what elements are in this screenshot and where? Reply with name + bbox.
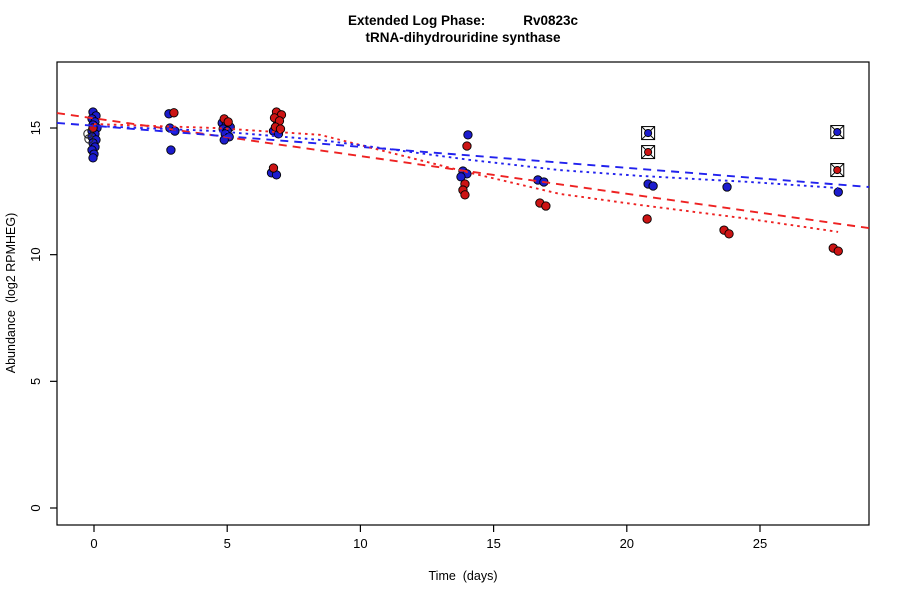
plot-title-left: Extended Log Phase: xyxy=(347,13,486,28)
data-point-red xyxy=(833,246,843,256)
flagged-point-blue xyxy=(833,128,842,137)
trend-line-red-dashed-fit xyxy=(56,112,870,230)
data-point-blue xyxy=(463,130,473,140)
x-tick-label: 15 xyxy=(486,536,500,551)
flagged-point-red xyxy=(833,166,842,175)
data-point-red xyxy=(642,214,652,224)
data-point-red xyxy=(268,163,279,173)
x-tick-label: 25 xyxy=(753,536,767,551)
open-point xyxy=(83,129,93,139)
flagged-point-red xyxy=(644,148,653,157)
data-point-blue xyxy=(833,187,843,197)
y-tick-label: 10 xyxy=(28,247,43,261)
data-point-blue xyxy=(648,181,658,191)
data-point-blue xyxy=(722,182,732,192)
data-point-red xyxy=(541,201,551,211)
open-point xyxy=(84,134,94,144)
data-point-blue xyxy=(166,145,176,155)
x-tick-label: 5 xyxy=(224,536,231,551)
data-point-red xyxy=(460,190,470,200)
flagged-point-blue xyxy=(644,129,653,138)
x-tick-label: 20 xyxy=(620,536,634,551)
x-axis-label: Time (days) xyxy=(428,569,498,583)
data-point-red xyxy=(169,108,179,118)
plot-title-gene: Rv0823c xyxy=(523,13,579,28)
trend-line-blue-dashed-fit xyxy=(56,121,870,188)
y-tick-label: 5 xyxy=(28,378,43,385)
data-point-red xyxy=(223,117,233,127)
data-point-red xyxy=(275,124,286,134)
plot-subtitle: tRNA-dihydrouridine synthase xyxy=(365,30,561,45)
y-tick-label: 0 xyxy=(28,504,43,511)
data-point-red xyxy=(724,229,734,239)
data-point-blue xyxy=(456,172,466,182)
y-tick-label: 15 xyxy=(28,121,43,135)
data-point-red xyxy=(462,141,472,151)
x-tick-label: 10 xyxy=(353,536,367,551)
plot-box xyxy=(56,61,870,526)
data-point-blue xyxy=(88,153,98,163)
x-tick-label: 0 xyxy=(90,536,97,551)
trend-line-blue-dotted-fit xyxy=(93,125,839,189)
plot-title: Extended Log Phase: Rv0823c tRNA-dihydro… xyxy=(13,12,900,46)
